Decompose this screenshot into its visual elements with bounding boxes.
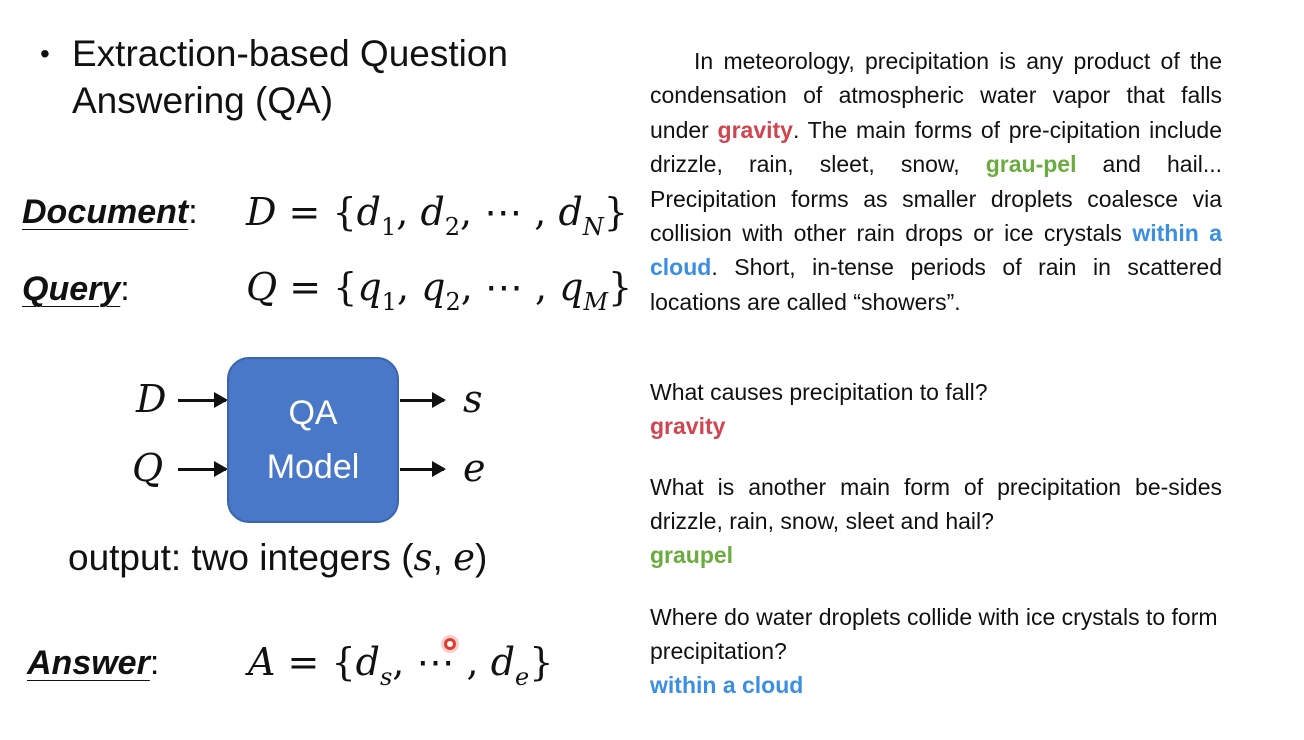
highlight-graupel: grau-pel	[985, 151, 1077, 178]
qa-model-box: QA Model	[227, 357, 399, 523]
document-formula: D = {d1, d2, ⋯ , dN}	[246, 190, 628, 241]
input-d-label: D	[136, 377, 167, 421]
passage-text-2: . The main forms of pre-cipitation inclu…	[650, 116, 1222, 178]
question-text: Where do water droplets collide with ice…	[650, 604, 1218, 664]
laser-pointer	[444, 638, 456, 650]
output-e-arrow	[400, 461, 446, 477]
answer-text: gravity	[650, 413, 726, 439]
answer-text: graupel	[650, 542, 734, 568]
highlight-within-a-cloud: within a cloud	[650, 220, 1222, 281]
question-block-1: What causes precipitation to fall? gravi…	[650, 375, 1230, 443]
output-s-label: s	[463, 377, 483, 421]
slide-title: Extraction-based Question Answering (QA)	[72, 33, 509, 121]
input-q-arrow	[178, 461, 228, 477]
output-e-label: e	[463, 446, 486, 490]
passage-text-3: and hail... Precipitation forms as small…	[650, 151, 1222, 247]
answer-label: Answer:	[27, 644, 160, 682]
question-text: What causes precipitation to fall?	[650, 379, 988, 405]
output-description: output: two integers (s, e)	[68, 536, 488, 579]
answer-text: within a cloud	[650, 672, 804, 698]
qa-model-line2: Model	[266, 448, 360, 486]
question-text: What is another main form of precipitati…	[650, 474, 1222, 534]
passage-text-1: In meteorology, precipitation is any pro…	[650, 48, 1222, 143]
question-block-2: What is another main form of precipitati…	[650, 470, 1222, 572]
highlight-gravity: gravity	[717, 116, 793, 143]
input-q-label: Q	[132, 446, 164, 490]
answer-formula: A = {ds, ⋯ , de}	[248, 640, 554, 691]
query-label: Query:	[22, 270, 130, 308]
question-block-3: Where do water droplets collide with ice…	[650, 600, 1230, 702]
passage-text-4: . Short, in-tense periods of rain in sca…	[650, 254, 1222, 315]
output-s-arrow	[400, 392, 446, 408]
document-label: Document:	[22, 193, 198, 231]
qa-model-line1: QA	[288, 394, 338, 432]
passage: In meteorology, precipitation is any pro…	[650, 44, 1222, 319]
bullet-dot: •	[40, 38, 50, 69]
query-formula: Q = {q1, q2, ⋯ , qM}	[246, 265, 633, 316]
input-d-arrow	[178, 392, 228, 408]
